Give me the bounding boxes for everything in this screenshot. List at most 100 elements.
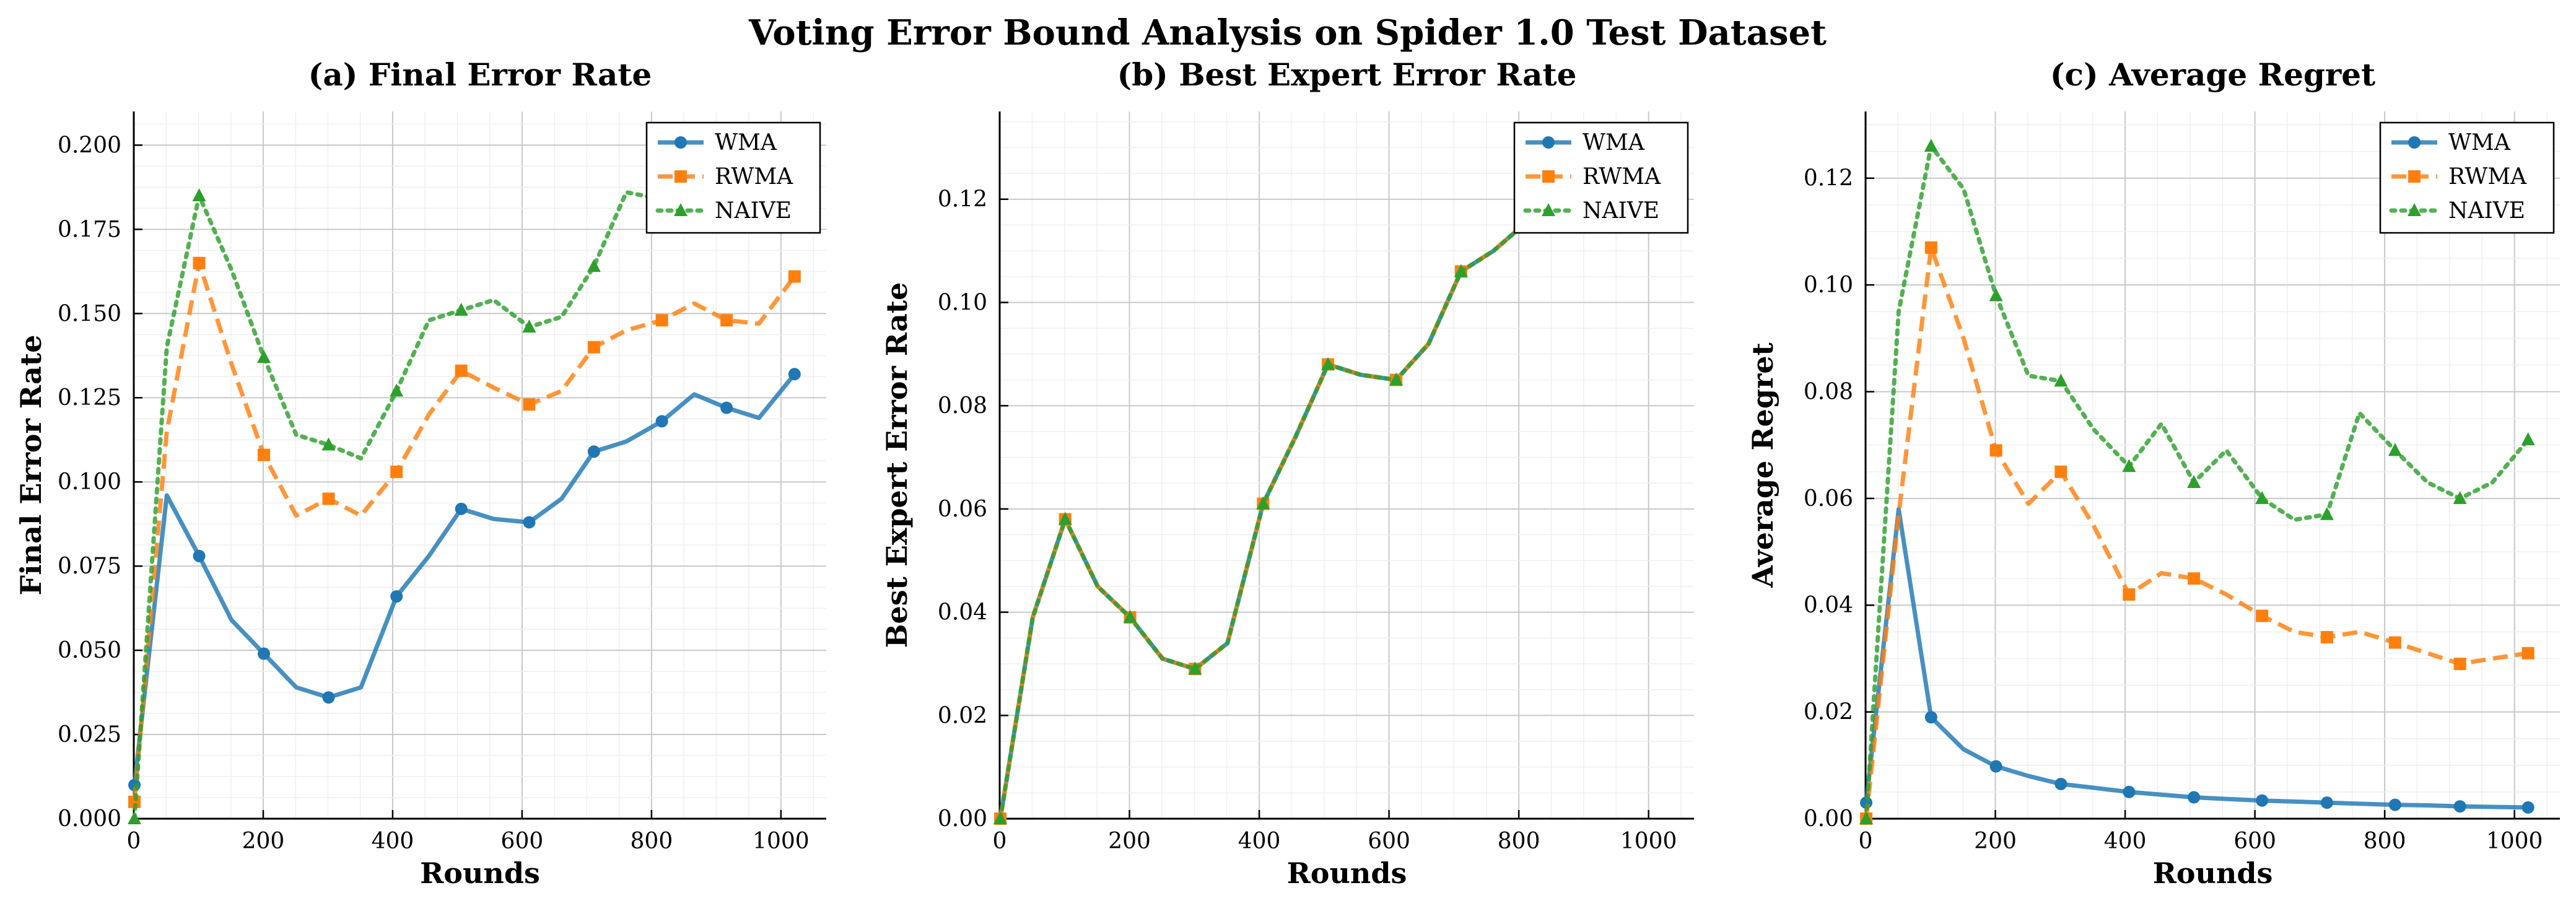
data-point-wma (1924, 711, 1937, 724)
data-point-naive (2320, 507, 2334, 520)
data-point-wma (587, 445, 600, 458)
data-point-rwma (523, 398, 536, 411)
data-point-wma (2256, 794, 2269, 807)
data-point-wma (523, 516, 536, 529)
x-tick-label: 800 (631, 829, 673, 854)
data-point-rwma (587, 341, 600, 354)
x-tick-label: 0 (127, 829, 141, 854)
data-point-naive (2255, 490, 2269, 504)
x-tick-label: 400 (372, 829, 414, 854)
data-point-rwma (2320, 630, 2333, 643)
data-point-naive (128, 811, 142, 824)
y-tick-label: 0.06 (938, 497, 987, 522)
series-rwma (128, 256, 801, 808)
data-point-rwma (2188, 572, 2201, 585)
y-tick-label: 0.00 (938, 806, 987, 832)
y-tick-label: 0.08 (938, 393, 987, 419)
y-tick-label: 0.12 (938, 187, 987, 212)
figure-title: Voting Error Bound Analysis on Spider 1.… (748, 12, 1827, 53)
y-tick-label: 0.04 (1804, 593, 1853, 618)
panel-final-error-rate: 0 200 400 600 800 1000 0.000 0.025 0.050 0.075 0.1… (14, 56, 826, 890)
legend-marker-rwma (2408, 170, 2421, 183)
grid (133, 111, 826, 819)
data-point-wma (655, 415, 668, 428)
series-wma (128, 368, 801, 791)
tick-labels: 0 200 400 600 800 1000 0.000 0.025 0.050 0.075 0.1… (58, 133, 810, 854)
data-point-naive (1989, 288, 2003, 302)
data-point-naive (2388, 443, 2402, 456)
data-point-rwma (455, 364, 468, 377)
x-tick-label: 600 (2233, 829, 2276, 854)
data-point-rwma (2388, 636, 2401, 649)
data-point-naive (587, 259, 601, 272)
data-point-rwma (322, 492, 335, 505)
y-tick-label: 0.125 (58, 385, 121, 411)
data-point-wma (322, 691, 335, 704)
data-point-wma (720, 401, 733, 414)
data-point-wma (788, 368, 801, 381)
data-point-naive (2054, 373, 2068, 387)
data-point-rwma (2256, 609, 2269, 622)
data-point-naive (993, 811, 1008, 824)
y-tick-label: 0.175 (58, 217, 121, 242)
x-axis-label: Rounds (2153, 856, 2273, 890)
data-point-naive (1454, 264, 1468, 277)
legend-label-rwma: RWMA (715, 164, 793, 189)
legend-label-wma: WMA (715, 130, 777, 155)
legend-marker-wma (2408, 136, 2421, 149)
legend: WMA RWMA NAIVE (645, 121, 821, 234)
x-tick-label: 0 (1859, 829, 1873, 854)
legend-label-wma: WMA (2448, 130, 2511, 155)
x-tick-label: 800 (1498, 829, 1540, 854)
data-point-naive (390, 383, 404, 397)
x-tick-label: 200 (242, 829, 285, 854)
x-tick-label: 200 (1974, 829, 2017, 854)
data-point-wma (2123, 785, 2136, 798)
legend-label-rwma: RWMA (2448, 164, 2527, 189)
legend-marker-wma (1542, 136, 1555, 149)
data-point-naive (522, 320, 536, 333)
y-tick-label: 0.200 (58, 133, 121, 158)
x-tick-label: 1000 (753, 829, 810, 854)
data-point-naive (1389, 372, 1404, 386)
data-point-wma (2320, 796, 2333, 809)
data-point-rwma (720, 314, 733, 327)
x-tick-label: 400 (1238, 829, 1281, 854)
legend-marker-rwma (1542, 170, 1555, 183)
data-point-rwma (258, 448, 271, 461)
tick-labels: 0 200 400 600 800 1000 0.00 0.02 0.04 0.06 0.08 0.1… (938, 187, 1677, 854)
series-line-rwma (1864, 245, 2529, 819)
data-point-rwma (2453, 658, 2466, 671)
data-point-naive (1256, 496, 1270, 510)
series-naive (1859, 139, 2535, 824)
data-point-rwma (193, 256, 206, 269)
y-tick-label: 0.000 (58, 806, 121, 832)
y-tick-label: 0.08 (1804, 379, 1853, 404)
x-tick-label: 600 (501, 829, 544, 854)
tick-labels: 0 200 400 600 800 1000 0.00 0.02 0.04 0.06 0.08 0.1… (1804, 166, 2543, 854)
y-tick-label: 0.075 (58, 554, 121, 579)
data-point-wma (258, 647, 271, 660)
data-point-rwma (1989, 444, 2002, 457)
y-tick-label: 0.100 (58, 469, 121, 495)
data-point-naive (1188, 661, 1202, 675)
y-tick-label: 0.12 (1804, 166, 1853, 191)
legend-label-naive: NAIVE (715, 198, 792, 224)
panel-title: (b) Best Expert Error Rate (1117, 56, 1577, 93)
data-point-naive (454, 302, 468, 316)
legend-label-naive: NAIVE (2448, 198, 2525, 224)
data-point-rwma (2054, 465, 2067, 478)
legend-label-rwma: RWMA (1583, 164, 1661, 189)
data-point-wma (2054, 777, 2067, 790)
legend: WMA RWMA NAIVE (1513, 121, 1689, 234)
y-axis-label: Best Expert Error Rate (880, 282, 914, 648)
legend-marker-naive (1542, 203, 1555, 216)
legend-marker-naive (674, 203, 688, 216)
y-tick-label: 0.02 (938, 703, 987, 728)
y-tick-label: 0.10 (938, 290, 987, 315)
y-axis-label: Average Regret (1746, 342, 1779, 588)
x-tick-label: 600 (1368, 829, 1410, 854)
panel-best-expert-error-rate: 0 200 400 600 800 1000 0.00 0.02 0.04 0.06 0.08 0.1… (880, 56, 1694, 890)
y-tick-label: 0.06 (1804, 486, 1853, 512)
data-point-wma (193, 549, 206, 562)
